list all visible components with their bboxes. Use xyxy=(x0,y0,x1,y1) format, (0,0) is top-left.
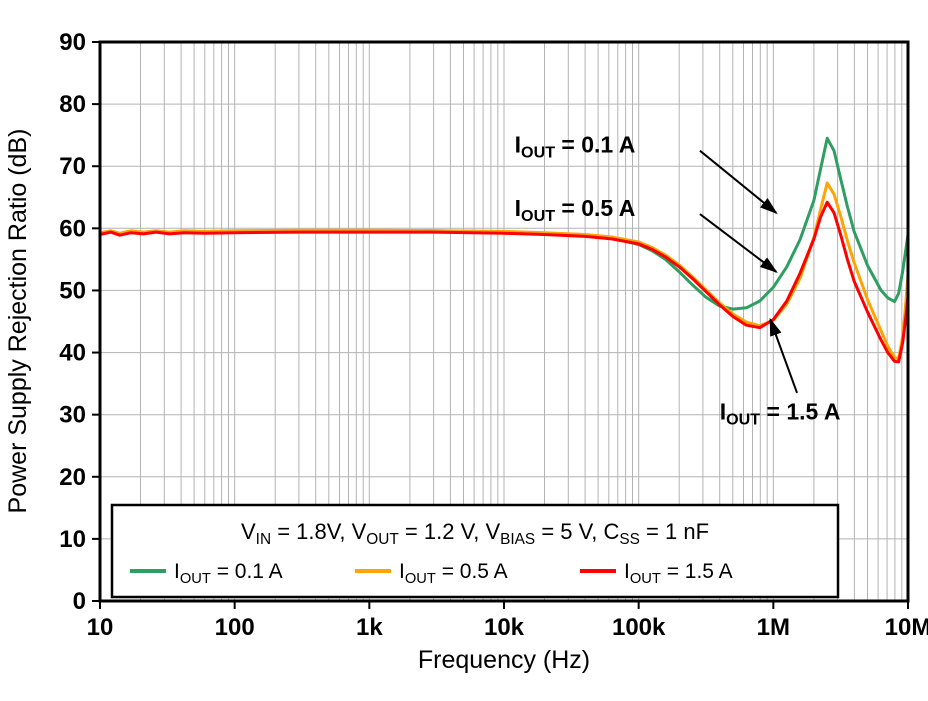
x-tick-label: 1M xyxy=(757,614,790,641)
annotation-arrow xyxy=(699,149,778,215)
y-tick-label: 60 xyxy=(59,215,86,242)
y-tick-label: 0 xyxy=(73,588,86,615)
y-tick-label: 40 xyxy=(59,340,86,367)
legend-entry-label: IOUT = 1.5 A xyxy=(624,560,733,587)
x-axis-title: Frequency (Hz) xyxy=(418,646,590,674)
annotation-label: IOUT = 1.5 A xyxy=(720,399,841,429)
annotation-arrow xyxy=(699,213,778,274)
x-tick-label: 10M xyxy=(885,614,928,641)
legend-box xyxy=(110,503,840,599)
annotation-label: IOUT = 0.5 A xyxy=(515,195,636,225)
y-tick-label: 80 xyxy=(59,91,86,118)
y-tick-label: 20 xyxy=(59,464,86,491)
y-tick-label: 90 xyxy=(59,29,86,56)
x-tick-label: 100k xyxy=(612,614,666,641)
annotations: IOUT = 0.1 A IOUT = 0.5 A IOUT = 1.5 A xyxy=(515,131,841,428)
y-tick-label: 70 xyxy=(59,153,86,180)
y-tick-label: 10 xyxy=(59,526,86,553)
series-curves xyxy=(98,136,910,364)
x-tick-label: 10 xyxy=(87,614,114,641)
annotation-label: IOUT = 0.1 A xyxy=(515,131,636,161)
legend-entry-label: IOUT = 0.5 A xyxy=(399,560,508,587)
y-tick-label: 30 xyxy=(59,402,86,429)
x-tick-label: 10k xyxy=(484,614,525,641)
annotation-arrow xyxy=(769,317,798,394)
curve-iout-1p5a xyxy=(98,200,910,364)
y-axis-title: Power Supply Rejection Ratio (dB) xyxy=(4,129,32,514)
x-tick-label: 100 xyxy=(215,614,255,641)
x-tick-label: 1k xyxy=(356,614,383,641)
legend-box-group: VIN = 1.8V, VOUT = 1.2 V, VBIAS = 5 V, C… xyxy=(110,503,840,599)
y-tick-label: 50 xyxy=(59,277,86,304)
legend-conditions: VIN = 1.8V, VOUT = 1.2 V, VBIAS = 5 V, C… xyxy=(241,519,709,548)
legend-entry-label: IOUT = 0.1 A xyxy=(174,560,283,587)
